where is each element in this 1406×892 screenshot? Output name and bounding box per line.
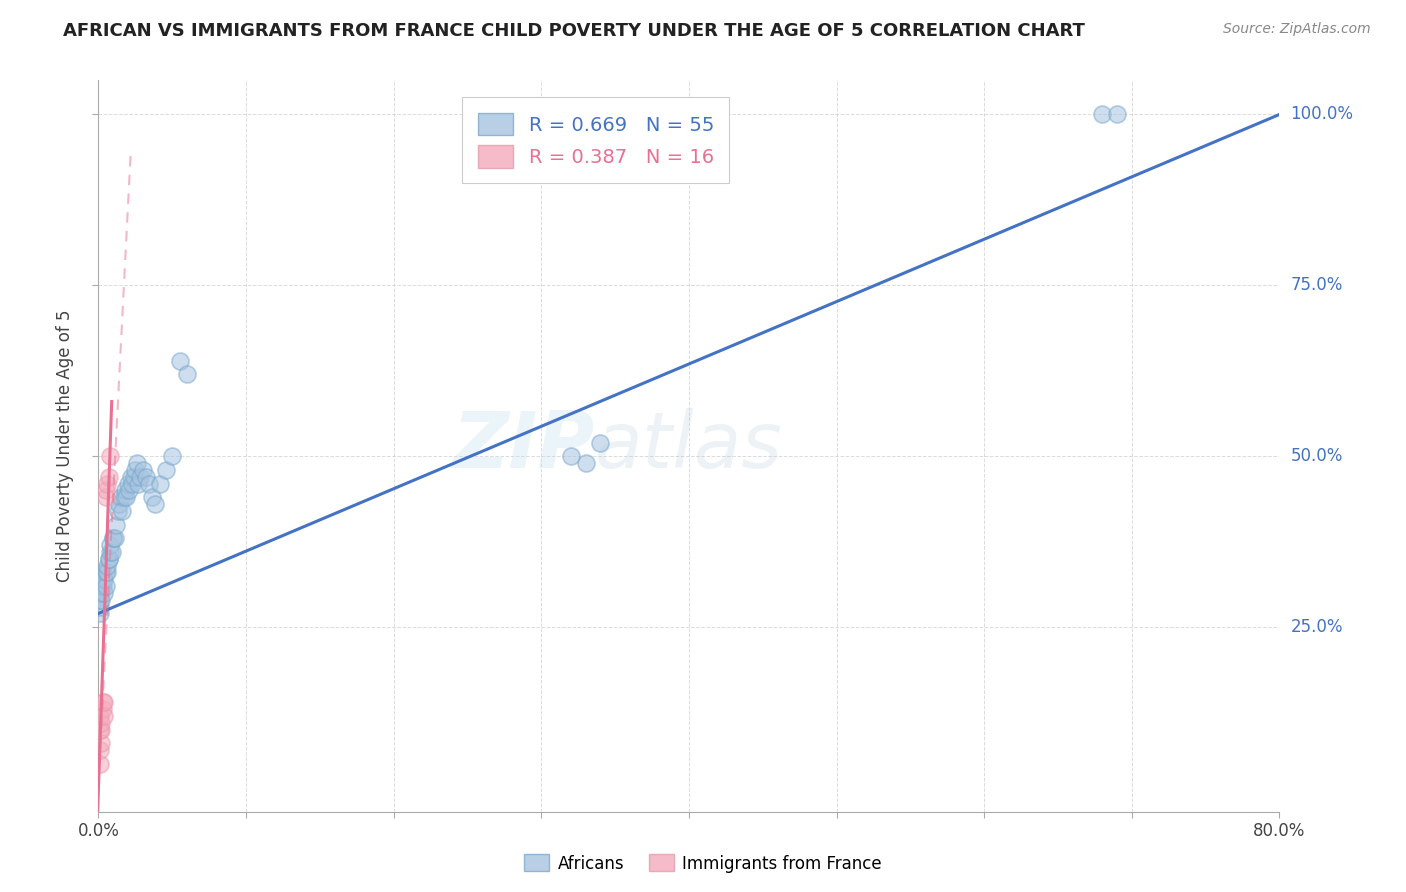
Point	[108, 497, 131, 511]
Point	[110, 490, 132, 504]
Point	[94, 566, 117, 580]
Point	[141, 490, 163, 504]
Point	[90, 592, 112, 607]
Point	[94, 579, 117, 593]
Point	[111, 504, 134, 518]
Point	[97, 551, 120, 566]
Point	[100, 545, 122, 559]
Point	[97, 551, 120, 566]
Point	[124, 463, 146, 477]
Point	[162, 449, 183, 463]
Point	[138, 476, 160, 491]
Point	[98, 538, 121, 552]
Point	[115, 490, 138, 504]
Point	[125, 456, 148, 470]
Text: AFRICAN VS IMMIGRANTS FROM FRANCE CHILD POVERTY UNDER THE AGE OF 5 CORRELATION C: AFRICAN VS IMMIGRANTS FROM FRANCE CHILD …	[63, 22, 1085, 40]
Point	[105, 517, 128, 532]
Point	[1091, 107, 1114, 121]
Text: Source: ZipAtlas.com: Source: ZipAtlas.com	[1223, 22, 1371, 37]
Point	[97, 469, 120, 483]
Point	[122, 469, 145, 483]
Point	[128, 469, 150, 483]
Y-axis label: Child Poverty Under the Age of 5: Child Poverty Under the Age of 5	[56, 310, 75, 582]
Point	[91, 579, 114, 593]
Point	[96, 558, 118, 573]
Point	[120, 469, 142, 483]
Point	[1107, 107, 1129, 121]
Point	[155, 463, 177, 477]
Point	[589, 435, 612, 450]
Text: 100.0%: 100.0%	[1291, 105, 1354, 123]
Point	[90, 586, 112, 600]
Point	[93, 695, 115, 709]
Point	[103, 531, 125, 545]
Point	[98, 545, 121, 559]
Point	[89, 743, 111, 757]
Point	[96, 476, 118, 491]
Point	[112, 490, 135, 504]
Point	[104, 531, 127, 545]
Point	[91, 566, 114, 580]
Point	[94, 483, 117, 498]
Point	[107, 504, 129, 518]
Point	[114, 483, 136, 498]
Point	[89, 607, 111, 621]
Point	[149, 476, 172, 491]
Point	[96, 566, 118, 580]
Point	[90, 715, 112, 730]
Legend: Africans, Immigrants from France: Africans, Immigrants from France	[517, 847, 889, 880]
Point	[89, 756, 111, 771]
Point	[117, 476, 139, 491]
Point	[176, 368, 198, 382]
Point	[143, 497, 166, 511]
Point	[121, 476, 143, 491]
Legend: R = 0.669   N = 55, R = 0.387   N = 16: R = 0.669 N = 55, R = 0.387 N = 16	[463, 97, 730, 183]
Point	[132, 463, 155, 477]
Text: atlas: atlas	[595, 408, 782, 484]
Point	[98, 449, 121, 463]
Point	[127, 476, 149, 491]
Point	[575, 456, 598, 470]
Point	[93, 586, 115, 600]
Point	[89, 723, 111, 737]
Point	[93, 709, 115, 723]
Point	[89, 599, 111, 614]
Point	[89, 592, 111, 607]
Text: 75.0%: 75.0%	[1291, 277, 1343, 294]
Point	[135, 469, 157, 483]
Text: 50.0%: 50.0%	[1291, 447, 1343, 466]
Point	[91, 702, 114, 716]
Point	[91, 695, 114, 709]
Point	[91, 572, 114, 586]
Point	[118, 483, 141, 498]
Point	[169, 353, 191, 368]
Point	[90, 579, 112, 593]
Point	[560, 449, 582, 463]
Point	[94, 490, 117, 504]
Point	[90, 723, 112, 737]
Point	[103, 531, 125, 545]
Text: ZIP: ZIP	[453, 408, 595, 484]
Point	[90, 736, 112, 750]
Text: 25.0%: 25.0%	[1291, 618, 1343, 636]
Point	[93, 572, 115, 586]
Point	[89, 709, 111, 723]
